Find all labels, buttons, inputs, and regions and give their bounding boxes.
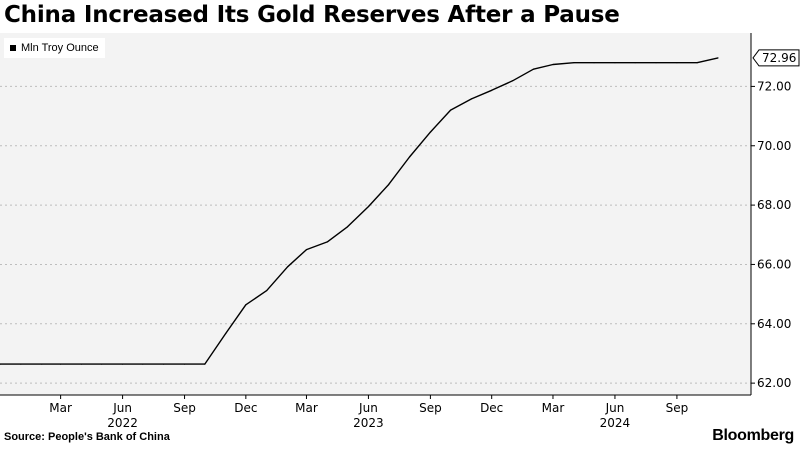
gridlines bbox=[0, 85, 751, 384]
data-point bbox=[593, 62, 595, 64]
y-tick-label: 70.00 bbox=[757, 139, 791, 153]
data-point bbox=[450, 109, 452, 111]
data-point bbox=[121, 363, 124, 365]
data-point bbox=[655, 62, 657, 64]
y-tick-label: 64.00 bbox=[757, 317, 791, 331]
y-tick-label: 72.00 bbox=[757, 79, 791, 93]
last-value-marker: 72.96 bbox=[752, 49, 800, 67]
data-point bbox=[470, 98, 473, 100]
series-line bbox=[0, 57, 719, 365]
data-point bbox=[408, 156, 411, 158]
data-point bbox=[696, 62, 698, 64]
data-point bbox=[101, 363, 103, 365]
data-point bbox=[80, 363, 83, 365]
data-point bbox=[142, 363, 144, 365]
x-tick-label: Dec bbox=[480, 401, 503, 415]
y-tick-label: 68.00 bbox=[757, 198, 791, 212]
last-value-label: 72.96 bbox=[762, 51, 796, 65]
data-point bbox=[388, 184, 390, 186]
y-axis-ticks: 62.00 64.00 66.00 68.00 70.00 72.00 bbox=[0, 33, 791, 396]
data-point bbox=[225, 332, 227, 335]
data-point bbox=[204, 363, 206, 365]
data-point bbox=[511, 80, 514, 82]
data-point bbox=[614, 62, 616, 64]
x-tick-label: Sep bbox=[419, 401, 442, 415]
x-tick-label: Mar bbox=[295, 401, 318, 415]
x-year-label: 2023 bbox=[353, 416, 384, 430]
x-tick-label: Jun bbox=[358, 401, 378, 415]
x-tick-label: Jun bbox=[112, 401, 132, 415]
legend-label: Mln Troy Ounce bbox=[21, 42, 99, 54]
data-point bbox=[367, 205, 370, 208]
x-tick-label: Jun bbox=[605, 401, 625, 415]
plot-area bbox=[0, 33, 751, 395]
x-axis-year-labels: 2022 2023 2024 bbox=[107, 416, 630, 430]
data-point bbox=[676, 62, 678, 64]
data-point bbox=[60, 363, 62, 365]
data-point bbox=[0, 363, 1, 365]
legend-swatch bbox=[10, 45, 16, 51]
series-layer bbox=[0, 57, 719, 365]
data-point bbox=[552, 63, 554, 66]
data-point bbox=[634, 62, 636, 64]
x-axis-ticks: Mar Jun Sep Dec Mar Jun Sep Dec Mar Jun Sep bbox=[49, 395, 688, 415]
x-tick-label: Mar bbox=[49, 401, 72, 415]
data-point bbox=[163, 363, 165, 365]
x-tick-label: Sep bbox=[173, 401, 196, 415]
data-point bbox=[305, 249, 308, 251]
data-point bbox=[717, 57, 719, 59]
data-point bbox=[287, 266, 289, 268]
data-point bbox=[326, 241, 328, 243]
bloomberg-logo: Bloomberg bbox=[712, 427, 794, 444]
y-tick-label: 66.00 bbox=[757, 257, 791, 271]
data-point bbox=[346, 226, 349, 228]
y-tick-label: 62.00 bbox=[757, 376, 791, 390]
data-point bbox=[245, 304, 247, 306]
last-value-badge bbox=[752, 49, 800, 67]
x-year-label: 2022 bbox=[107, 416, 138, 430]
data-point bbox=[573, 62, 575, 64]
x-tick-label: Sep bbox=[666, 401, 689, 415]
x-tick-label: Mar bbox=[542, 401, 565, 415]
data-point bbox=[183, 363, 186, 365]
data-point bbox=[532, 68, 535, 70]
source-note: Source: People's Bank of China bbox=[4, 431, 170, 443]
data-point bbox=[429, 131, 431, 133]
chart-title: China Increased Its Gold Reserves After … bbox=[4, 2, 620, 28]
data-point bbox=[266, 289, 268, 292]
data-point bbox=[20, 363, 22, 365]
x-year-label: 2024 bbox=[600, 416, 631, 430]
data-point bbox=[491, 89, 493, 91]
data-point bbox=[41, 363, 43, 365]
legend: Mln Troy Ounce bbox=[4, 38, 105, 58]
x-tick-label: Dec bbox=[234, 401, 257, 415]
